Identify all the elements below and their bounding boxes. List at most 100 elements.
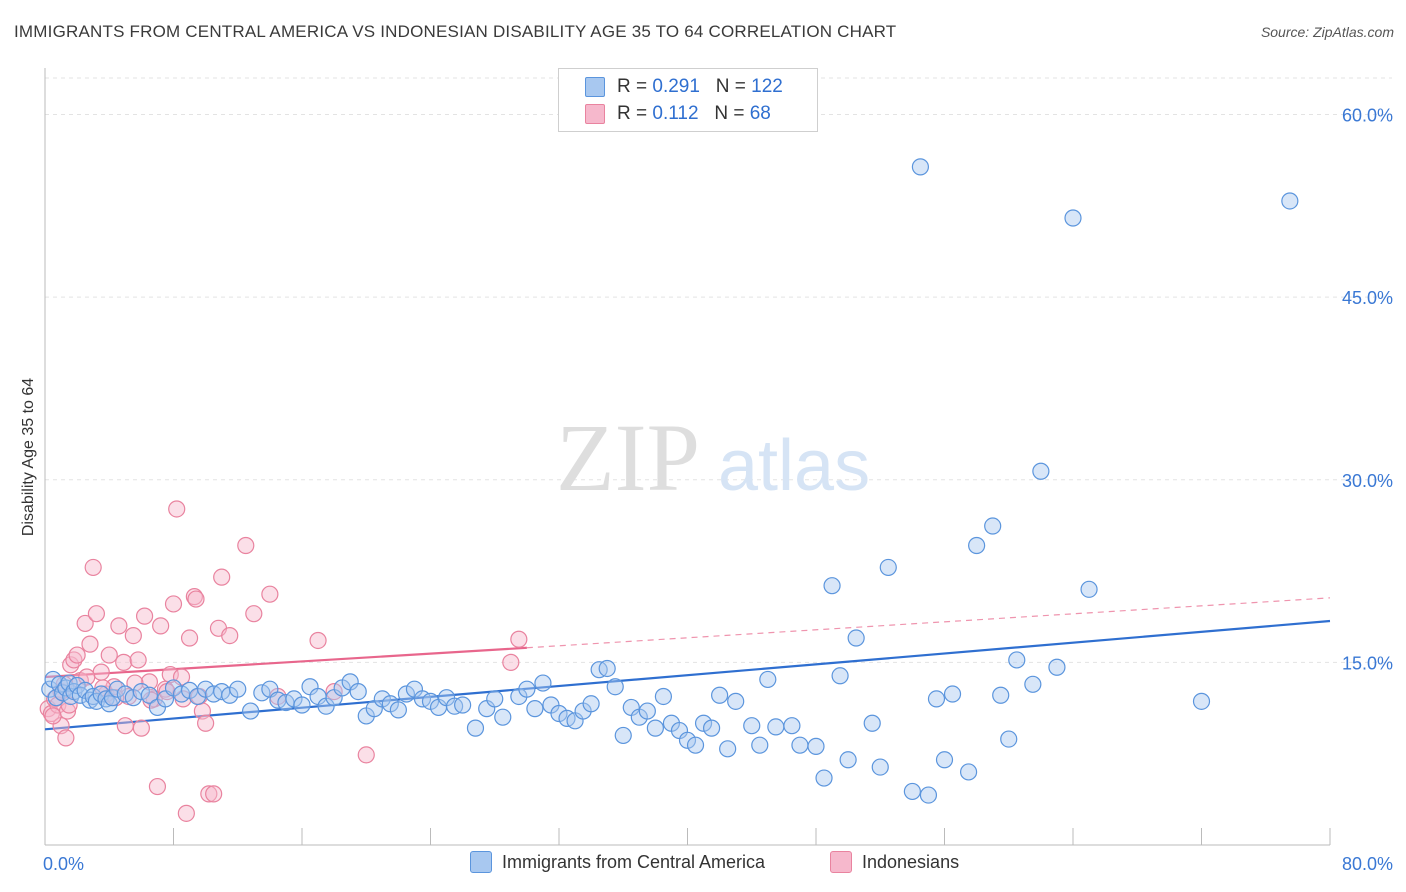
data-point-indonesians <box>168 500 186 518</box>
y-tick-label: 15.0% <box>1342 653 1393 673</box>
legend-r-label: R = <box>617 76 653 97</box>
data-point-central-america <box>654 687 673 706</box>
data-point-central-america <box>518 680 536 698</box>
data-point-central-america <box>606 678 624 696</box>
data-point-central-america <box>911 158 930 176</box>
data-point-central-america <box>959 763 978 781</box>
data-point-indonesians <box>135 607 154 625</box>
data-point-central-america <box>293 696 311 714</box>
legend-n-label: N = <box>714 103 750 124</box>
data-point-central-america <box>1080 580 1098 598</box>
data-point-indonesians <box>57 729 75 747</box>
data-point-indonesians <box>164 595 183 613</box>
data-point-central-america <box>751 736 769 754</box>
data-point-central-america <box>71 686 89 704</box>
y-tick-label: 60.0% <box>1342 106 1393 126</box>
data-point-indonesians <box>502 653 520 671</box>
data-point-central-america <box>815 769 833 787</box>
data-point-indonesians <box>237 536 255 555</box>
data-point-central-america <box>108 680 126 698</box>
data-point-indonesians <box>200 785 218 803</box>
chart-title: IMMIGRANTS FROM CENTRAL AMERICA VS INDON… <box>14 22 897 41</box>
data-point-central-america <box>743 717 761 735</box>
data-point-central-america <box>1032 462 1050 480</box>
grid-lines <box>45 77 1392 663</box>
watermark-zip: ZIP <box>556 404 700 511</box>
data-point-indonesians <box>205 785 223 803</box>
data-point-indonesians <box>245 605 263 623</box>
stats-legend: R = 0.291 N = 122 R = 0.112 N = 68 <box>558 68 818 132</box>
data-point-central-america <box>140 686 159 704</box>
legend-swatch-blue <box>470 851 492 873</box>
legend-n-value: 68 <box>749 103 771 124</box>
data-point-indonesians <box>84 558 102 577</box>
data-point-indonesians <box>261 585 279 603</box>
data-point-indonesians <box>187 590 205 608</box>
data-point-indonesians <box>81 635 99 653</box>
series-central-america <box>41 158 1299 804</box>
data-point-central-america <box>943 685 962 703</box>
data-point-indonesians <box>44 707 62 725</box>
y-tick-label: 45.0% <box>1342 288 1393 308</box>
data-point-central-america <box>1064 209 1082 227</box>
data-point-central-america <box>646 719 664 737</box>
data-point-indonesians <box>129 651 147 669</box>
data-point-central-america <box>614 726 632 745</box>
data-point-central-america <box>711 686 729 704</box>
data-point-central-america <box>935 751 954 769</box>
data-point-central-america <box>466 719 485 737</box>
data-point-central-america <box>847 629 865 647</box>
data-point-central-america <box>68 676 86 695</box>
bottom-legend-label: Immigrants from Central America <box>502 851 766 872</box>
data-point-central-america <box>389 701 407 719</box>
legend-n-label: N = <box>715 76 752 97</box>
data-point-indonesians <box>510 630 528 648</box>
bottom-legend-indonesians[interactable]: Indonesians <box>830 851 959 873</box>
data-point-indonesians <box>309 631 327 650</box>
data-point-central-america <box>678 731 697 749</box>
legend-swatch-blue <box>585 77 605 97</box>
data-point-indonesians <box>177 804 195 822</box>
watermark: ZIP atlas <box>556 404 870 511</box>
data-point-central-america <box>229 680 247 698</box>
data-point-central-america <box>903 782 921 801</box>
trend-lines <box>44 597 1331 731</box>
series-indonesians <box>39 500 528 822</box>
bottom-legend-central-america[interactable]: Immigrants from Central America <box>470 851 765 873</box>
data-point-indonesians <box>115 653 133 671</box>
data-point-central-america <box>871 758 889 776</box>
data-point-indonesians <box>180 629 199 647</box>
data-point-central-america <box>534 674 552 692</box>
data-point-indonesians <box>100 646 118 664</box>
data-point-central-america <box>702 719 721 737</box>
data-point-central-america <box>686 736 705 754</box>
data-point-indonesians <box>221 626 239 645</box>
data-point-indonesians <box>87 605 106 623</box>
data-point-central-america <box>638 702 656 720</box>
data-point-indonesians <box>197 714 215 732</box>
data-point-central-america <box>727 692 745 710</box>
data-point-central-america <box>807 737 825 755</box>
data-point-central-america <box>57 679 75 697</box>
data-point-central-america <box>831 667 849 685</box>
data-point-central-america <box>494 708 512 726</box>
data-point-indonesians <box>92 663 110 681</box>
legend-swatch-pink <box>830 851 852 873</box>
y-axis-label: Disability Age 35 to 64 <box>20 378 37 536</box>
data-point-central-america <box>132 682 150 701</box>
data-point-central-america <box>919 786 938 804</box>
data-point-central-america <box>767 718 785 736</box>
data-point-central-america <box>598 659 616 678</box>
data-point-central-america <box>783 717 801 735</box>
data-point-indonesians <box>110 617 128 635</box>
data-point-indonesians <box>325 682 343 701</box>
legend-r-value: 0.291 <box>652 76 700 97</box>
data-point-central-america <box>1048 658 1066 676</box>
data-point-central-america <box>253 684 271 702</box>
data-point-central-america <box>550 704 568 723</box>
data-point-indonesians <box>65 651 83 669</box>
data-point-central-america <box>1008 651 1026 669</box>
legend-swatch-pink <box>585 104 605 124</box>
data-point-indonesians <box>116 717 134 735</box>
data-point-indonesians <box>132 719 150 737</box>
